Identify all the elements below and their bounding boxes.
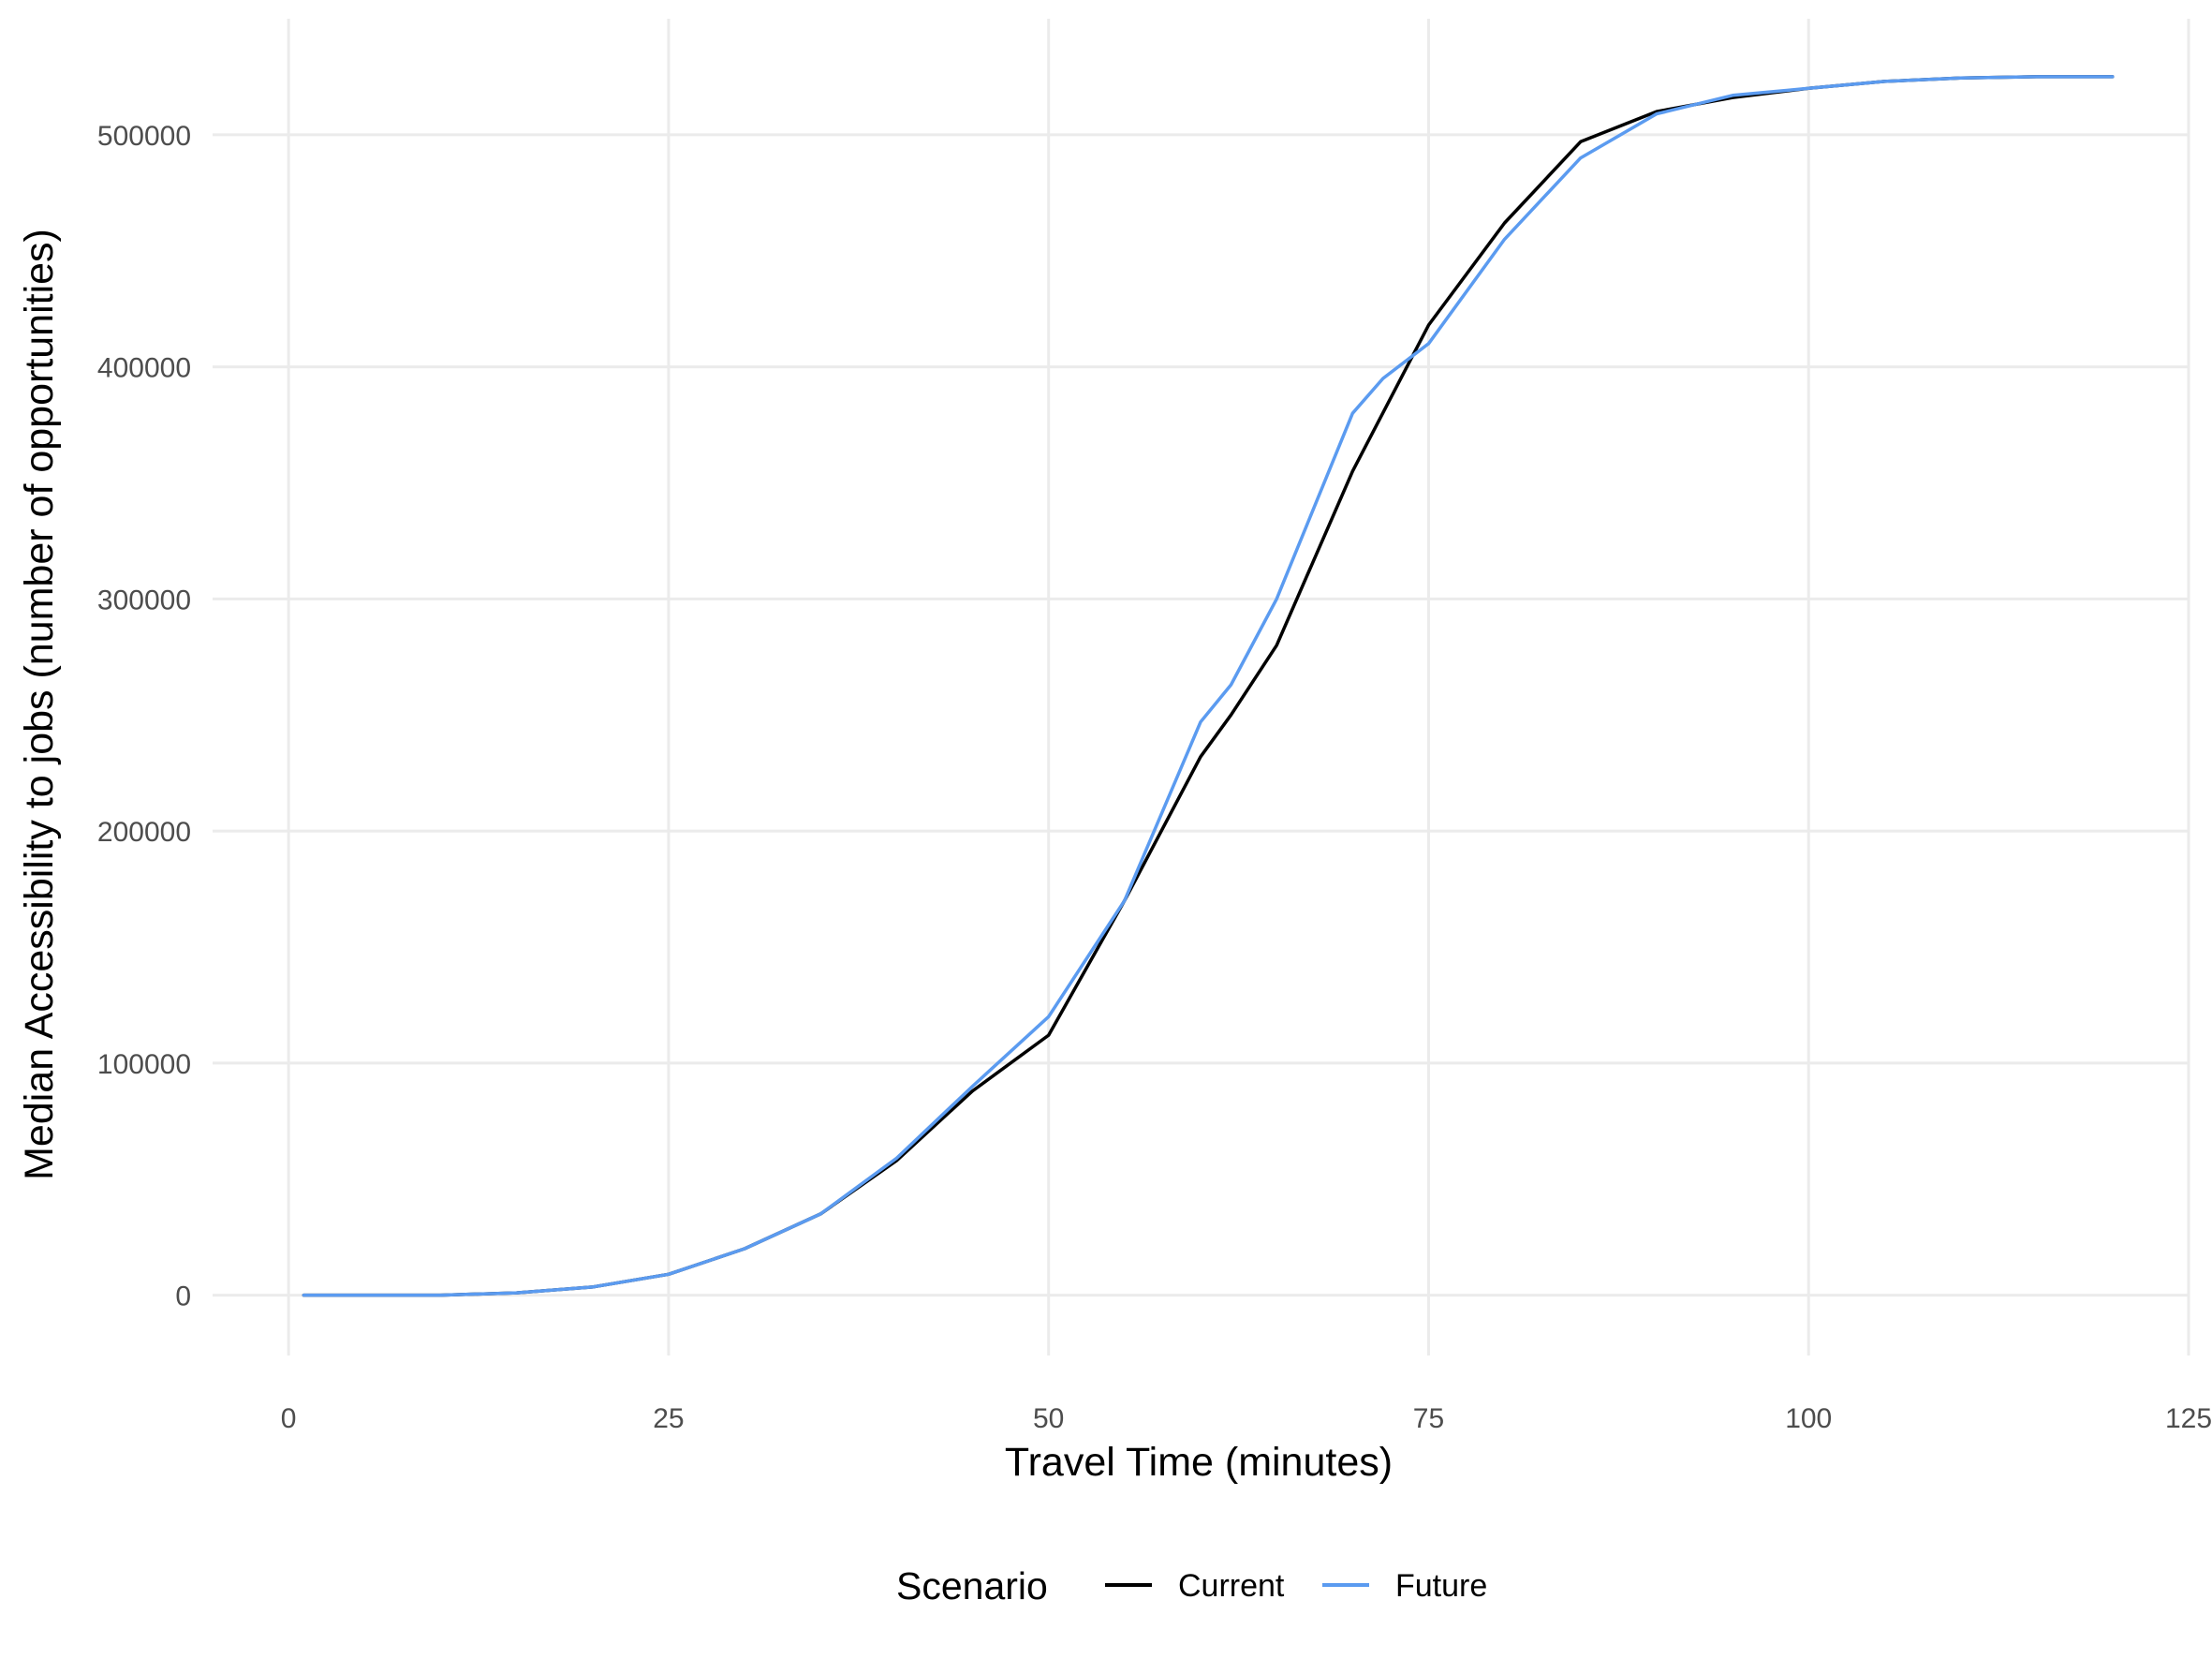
y-axis-title: Median Accessibility to jobs (number of … <box>17 229 62 1180</box>
x-tick-label: 75 <box>1413 1403 1444 1434</box>
legend: Scenario Current Future <box>896 1564 1487 1607</box>
legend-label-future: Future <box>1395 1568 1487 1604</box>
y-axis-tick-labels: 0 100000 200000 300000 400000 500000 <box>97 121 191 1312</box>
x-tick-label: 0 <box>281 1403 297 1434</box>
x-axis-title: Travel Time (minutes) <box>1005 1440 1393 1485</box>
series-line-current <box>302 75 2115 1297</box>
y-tick-label: 300000 <box>97 585 191 615</box>
y-tick-label: 200000 <box>97 817 191 848</box>
x-tick-label: 125 <box>2165 1403 2212 1434</box>
y-tick-label: 400000 <box>97 353 191 384</box>
y-tick-label: 500000 <box>97 121 191 152</box>
y-tick-label: 100000 <box>97 1049 191 1080</box>
legend-items: Current Future <box>1105 1568 1487 1604</box>
gridlines <box>213 19 2190 1355</box>
legend-label-current: Current <box>1178 1568 1285 1604</box>
series-line-future <box>302 75 2115 1297</box>
x-tick-label: 100 <box>1785 1403 1832 1434</box>
legend-title: Scenario <box>896 1564 1048 1607</box>
x-tick-label: 25 <box>653 1403 684 1434</box>
x-tick-label: 50 <box>1033 1403 1064 1434</box>
y-tick-label: 0 <box>175 1281 191 1312</box>
x-axis-tick-labels: 0 25 50 75 100 125 <box>281 1403 2212 1434</box>
series-lines <box>302 75 2115 1297</box>
